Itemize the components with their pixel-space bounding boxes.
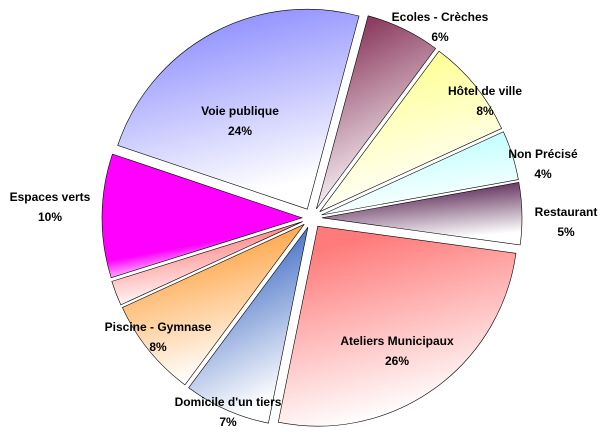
value-label: 6%	[431, 30, 449, 44]
slice-label: Ateliers Municipaux	[340, 334, 454, 348]
pie-slice	[188, 226, 309, 424]
slice-label: Voie publique	[201, 104, 279, 118]
slice-label: Non Précisé	[508, 147, 578, 161]
value-label: 24%	[228, 124, 252, 138]
pie-slice	[121, 224, 305, 386]
pie-slice	[321, 131, 519, 216]
pie-slice	[277, 225, 517, 427]
value-label: 8%	[149, 340, 167, 354]
pie-slice	[111, 221, 303, 306]
value-label: 7%	[219, 415, 237, 429]
value-label: 5%	[557, 225, 575, 239]
slice-label: Espaces verts	[10, 190, 91, 204]
value-label: 10%	[38, 210, 62, 224]
slice-label: Restaurant	[535, 205, 598, 219]
slice-label: Ecoles - Crèches	[392, 10, 489, 24]
slice-label: Hôtel de ville	[448, 84, 522, 98]
pie-slice	[101, 153, 303, 279]
pie-slice	[319, 50, 503, 212]
value-label: 4%	[534, 167, 552, 181]
slice-label: Piscine - Gymnase	[105, 320, 212, 334]
pie-slice	[316, 15, 437, 210]
pie-slice	[321, 182, 523, 246]
slice-label: Domicile d'un tiers	[175, 395, 282, 409]
value-label: 26%	[385, 354, 409, 368]
value-label: 8%	[476, 104, 494, 118]
pie-slice	[117, 8, 360, 210]
